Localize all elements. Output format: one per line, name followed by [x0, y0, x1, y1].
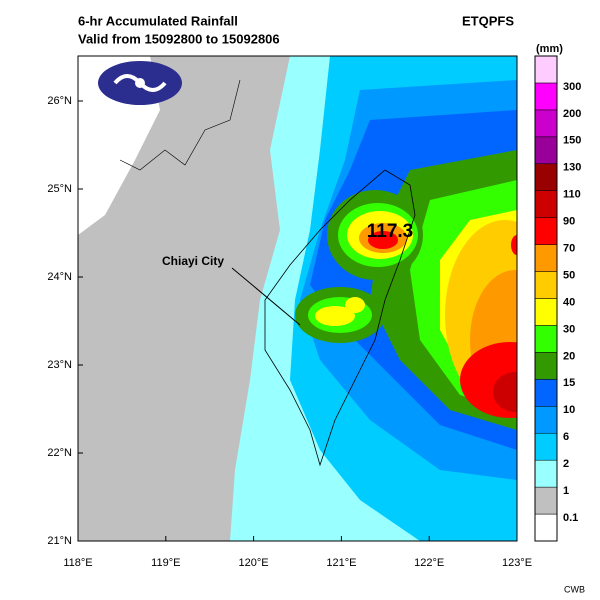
legend-label: 110 — [563, 189, 581, 201]
y-tick-label: 26°N — [47, 95, 72, 107]
y-tick-label: 21°N — [47, 535, 72, 547]
legend-swatch — [535, 110, 557, 137]
y-tick-label: 25°N — [47, 183, 72, 195]
legend-unit: (mm) — [536, 43, 563, 55]
legend-swatch — [535, 460, 557, 487]
map-field — [78, 56, 565, 541]
legend-swatch — [535, 218, 557, 245]
footer: CWB — [564, 584, 585, 594]
legend-swatch — [535, 325, 557, 352]
legend-swatch — [535, 352, 557, 379]
x-tick-label: 120°E — [239, 557, 269, 569]
legend-swatch — [535, 379, 557, 406]
max-value: 117.3 — [367, 221, 414, 242]
city-annotation: Chiayi City — [162, 254, 224, 268]
legend-swatch — [535, 514, 557, 541]
legend-swatch — [535, 487, 557, 514]
legend-label: 200 — [563, 108, 581, 120]
x-tick-label: 118°E — [63, 557, 92, 569]
legend-label: 40 — [563, 296, 575, 308]
legend-swatch — [535, 164, 557, 191]
logo — [98, 61, 182, 105]
y-tick-label: 23°N — [47, 359, 72, 371]
x-tick-label: 119°E — [151, 557, 180, 569]
legend-label: 15 — [563, 377, 575, 389]
legend-label: 6 — [563, 431, 569, 443]
legend-label: 20 — [563, 350, 575, 362]
product-name: ETQPFS — [462, 13, 514, 28]
legend-swatch — [535, 299, 557, 326]
legend-swatch — [535, 245, 557, 272]
legend-swatch — [535, 191, 557, 218]
x-tick-label: 122°E — [414, 557, 444, 569]
legend-label: 50 — [563, 269, 575, 281]
x-tick-label: 123°E — [502, 557, 532, 569]
title: 6-hr Accumulated Rainfall — [78, 13, 238, 28]
legend-label: 0.1 — [563, 512, 578, 524]
legend-label: 1 — [563, 485, 569, 497]
y-tick-label: 24°N — [47, 271, 72, 283]
legend-label: 30 — [563, 323, 575, 335]
legend-label: 90 — [563, 216, 575, 228]
legend-label: 130 — [563, 162, 581, 174]
legend-swatch — [535, 56, 557, 83]
legend-label: 300 — [563, 81, 581, 93]
legend-swatch — [535, 406, 557, 433]
legend-swatch — [535, 83, 557, 110]
legend-label: 150 — [563, 135, 581, 147]
legend-label: 10 — [563, 404, 575, 416]
x-tick-label: 121°E — [326, 557, 356, 569]
y-tick-label: 22°N — [47, 447, 72, 459]
legend-label: 70 — [563, 243, 575, 255]
legend-swatch — [535, 272, 557, 299]
legend-label: 2 — [563, 458, 569, 470]
legend-swatch — [535, 137, 557, 164]
valid-time: Valid from 15092800 to 15092806 — [78, 31, 280, 46]
legend-swatch — [535, 433, 557, 460]
